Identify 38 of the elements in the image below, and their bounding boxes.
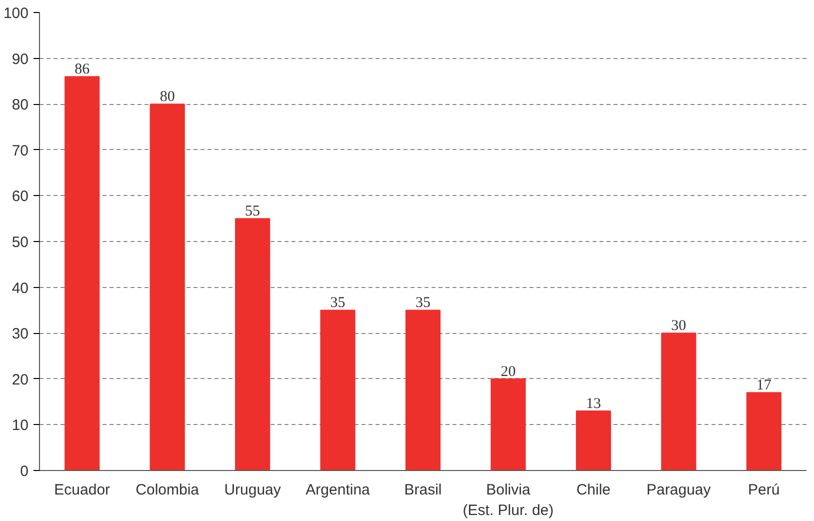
y-tick-label: 10 xyxy=(12,417,29,434)
data-label: 80 xyxy=(160,89,175,106)
data-label: 55 xyxy=(245,204,260,220)
bar xyxy=(150,104,185,470)
data-label: 35 xyxy=(416,295,430,312)
data-label: 86 xyxy=(74,62,90,78)
bar xyxy=(746,392,782,470)
data-label: 30 xyxy=(671,318,686,334)
y-tick-label: 0 xyxy=(20,463,28,480)
bar xyxy=(235,218,270,470)
x-tick-label: Bolivia (Est. Plur. de) xyxy=(462,482,554,519)
bar xyxy=(320,310,356,470)
data-label: 13 xyxy=(586,396,601,412)
data-label: 20 xyxy=(500,364,516,380)
data-label: 35 xyxy=(330,295,346,312)
y-tick-label: 60 xyxy=(12,188,29,206)
y-tick-label: 50 xyxy=(12,234,29,251)
bar xyxy=(405,310,441,470)
y-tick-label: 90 xyxy=(12,50,29,68)
y-tick-label: 40 xyxy=(12,280,29,297)
x-tick-label: Brasil xyxy=(404,482,442,498)
bar xyxy=(661,332,696,470)
x-tick-label: Colombia xyxy=(136,482,200,498)
x-tick-label: Uruguay xyxy=(224,482,282,498)
x-tick-label: Perú xyxy=(748,482,780,498)
data-label: 17 xyxy=(756,378,772,394)
bar xyxy=(490,378,526,470)
x-tick-label: Paraguay xyxy=(646,482,712,498)
y-tick-label: 30 xyxy=(12,326,29,343)
y-tick-label: 20 xyxy=(12,371,29,388)
x-tick-label: Ecuador xyxy=(54,482,110,498)
y-tick-label: 70 xyxy=(12,142,29,160)
x-tick-label: Argentina xyxy=(306,482,371,498)
y-tick-label: 80 xyxy=(12,96,29,114)
y-tick-label: 100 xyxy=(3,5,29,22)
bar xyxy=(576,410,611,470)
bar xyxy=(64,76,100,470)
x-tick-label: Chile xyxy=(576,482,611,498)
